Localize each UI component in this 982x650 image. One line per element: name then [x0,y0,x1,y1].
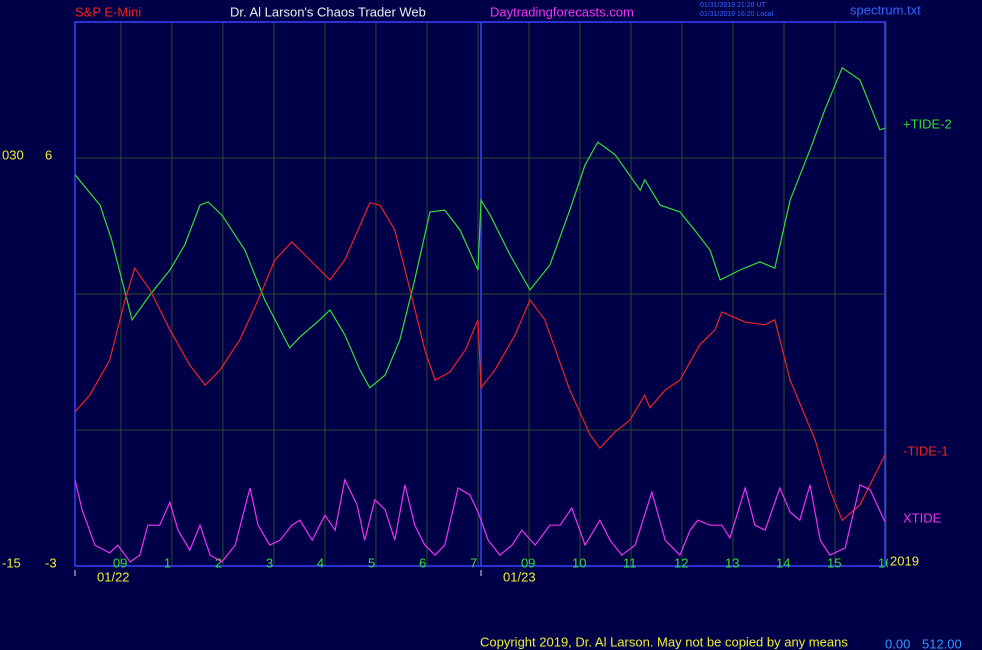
x-tick-label: 13 [725,555,739,570]
y-tick-label: -3 [45,555,57,570]
date-label: 01/22 [97,569,130,584]
year-backdrop [888,554,924,570]
legend-label: XTIDE [903,510,942,525]
series-line [74,66,886,389]
series-line [74,202,886,522]
corner-value: 0.00 [885,636,910,650]
x-tick-label: 14 [776,555,790,570]
x-tick-label: 12 [674,555,688,570]
file-name: spectrum.txt [850,2,921,17]
x-tick-label: 3 [266,555,273,570]
year-label: 2019 [890,553,919,568]
plot-frame [74,21,886,567]
website: Daytradingforecasts.com [490,4,634,19]
x-tick-label: 09 [113,555,127,570]
corner-value: 512.00 [922,636,962,650]
timestamp: 01/31/2019 21:20 UT [700,2,766,9]
x-tick-label: 09 [521,555,535,570]
x-tick-label: 4 [317,555,324,570]
copyright: Copyright 2019, Dr. Al Larson. May not b… [480,634,848,649]
instrument: S&P E-Mini [75,4,141,19]
x-tick-label: 5 [368,555,375,570]
x-tick-label: 2 [215,555,222,570]
x-tick-label: 10 [572,555,586,570]
x-tick-label: 11 [623,555,637,570]
x-tick-label: 7 [470,555,477,570]
legend-label: +TIDE-2 [903,117,952,132]
y-tick-label: 6 [45,147,52,162]
legend-label: -TIDE-1 [903,443,949,458]
x-tick-label: 1 [164,555,171,570]
x-tick-label: 6 [419,555,426,570]
date-label: 01/23 [503,569,536,584]
series-line [74,478,886,563]
y2-tick-label: -15 [2,555,21,570]
x-tick-label: 15 [827,555,841,570]
y2-tick-label: 030 [2,147,24,162]
chart-title: Dr. Al Larson's Chaos Trader Web [230,4,426,19]
timestamp: 01/31/2019 16:20 Local [700,11,774,18]
